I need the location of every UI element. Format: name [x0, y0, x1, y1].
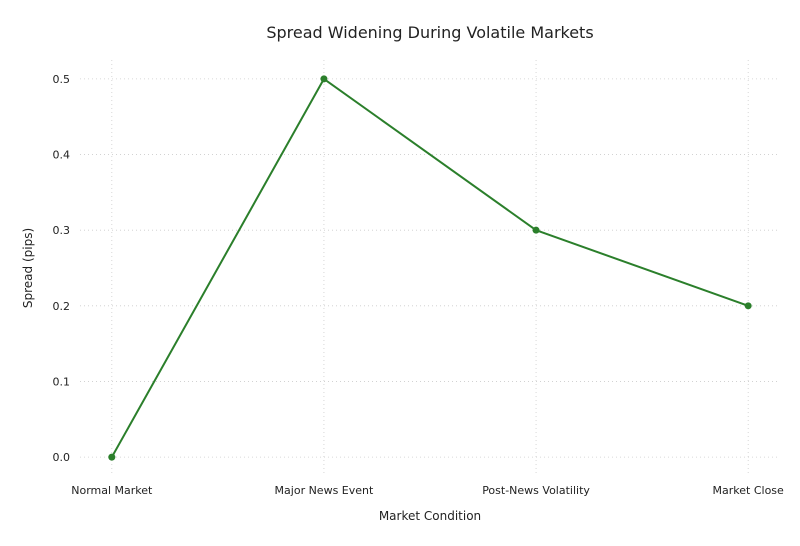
- y-tick-label: 0.2: [53, 300, 71, 313]
- chart-container: Normal Market Major News Event Post-News V…: [0, 0, 800, 546]
- y-axis-label: Spread (pips): [21, 228, 35, 308]
- x-tick-label: Normal Market: [71, 484, 153, 497]
- series-marker: [533, 227, 540, 234]
- chart-svg: Normal Market Major News Event Post-News V…: [0, 0, 800, 546]
- y-tick-label: 0.4: [53, 149, 71, 162]
- x-axis-label: Market Condition: [379, 509, 481, 523]
- x-tick-label: Major News Event: [275, 484, 374, 497]
- x-tick-label: Post-News Volatility: [482, 484, 590, 497]
- chart-title: Spread Widening During Volatile Markets: [266, 23, 593, 42]
- y-tick-label: 0.5: [53, 73, 71, 86]
- series-marker: [320, 75, 327, 82]
- y-tick-label: 0.1: [53, 375, 71, 388]
- series-marker: [745, 302, 752, 309]
- y-tick-label: 0.0: [53, 451, 71, 464]
- plot-area: [80, 60, 780, 476]
- series-marker: [108, 454, 115, 461]
- x-tick-label: Market Close: [713, 484, 785, 497]
- y-tick-label: 0.3: [53, 224, 71, 237]
